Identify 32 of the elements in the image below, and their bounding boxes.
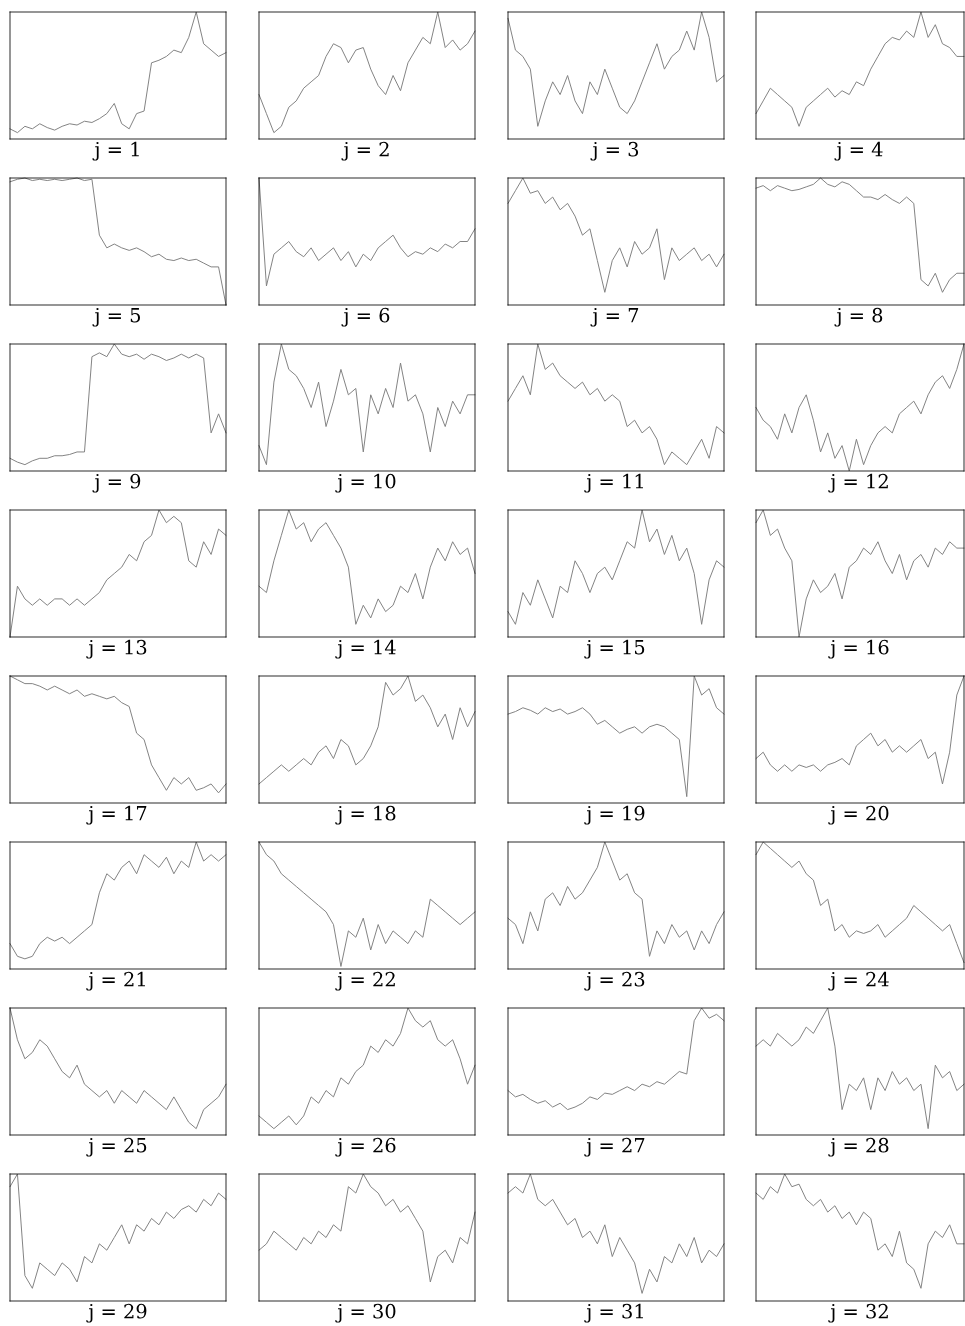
x-axis-title: j = 26 — [335, 1137, 396, 1157]
x-axis-title: j = 32 — [828, 1303, 888, 1323]
x-axis-title: j = 8 — [834, 307, 883, 327]
x-axis-title: j = 23 — [584, 971, 645, 991]
x-axis-title: j = 12 — [828, 473, 888, 493]
x-axis-title: j = 6 — [341, 307, 390, 327]
x-axis-title: j = 5 — [92, 307, 141, 327]
x-axis-title: j = 18 — [335, 805, 396, 825]
x-axis-title: j = 24 — [828, 971, 889, 991]
x-axis-title: j = 29 — [86, 1303, 147, 1323]
x-axis-title: j = 19 — [584, 805, 645, 825]
x-axis-title: j = 31 — [584, 1303, 643, 1323]
x-axis-title: j = 2 — [341, 141, 389, 161]
x-axis-title: j = 16 — [828, 639, 889, 659]
x-axis-title: j = 15 — [584, 639, 645, 659]
x-axis-title: j = 4 — [834, 141, 883, 161]
x-axis-title: j = 14 — [335, 639, 396, 659]
x-axis-title: j = 10 — [335, 473, 396, 493]
x-axis-title: j = 28 — [828, 1137, 889, 1157]
x-axis-title: j = 3 — [590, 141, 639, 161]
x-axis-title: j = 9 — [92, 473, 141, 493]
x-axis-title: j = 7 — [590, 307, 639, 327]
x-axis-title: j = 13 — [86, 639, 147, 659]
x-axis-title: j = 1 — [92, 141, 139, 161]
x-axis-title: j = 11 — [584, 473, 643, 493]
x-axis-title: j = 27 — [584, 1137, 645, 1157]
x-axis-title: j = 17 — [86, 805, 147, 825]
x-axis-title: j = 20 — [828, 805, 889, 825]
x-axis-title: j = 22 — [335, 971, 395, 991]
x-axis-title: j = 30 — [335, 1303, 396, 1323]
x-axis-title: j = 21 — [86, 971, 145, 991]
x-axis-title: j = 25 — [86, 1137, 147, 1157]
